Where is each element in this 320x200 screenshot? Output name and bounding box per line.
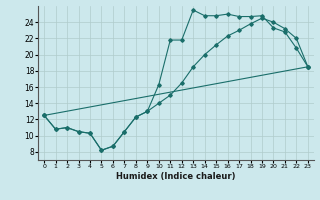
X-axis label: Humidex (Indice chaleur): Humidex (Indice chaleur)	[116, 172, 236, 181]
